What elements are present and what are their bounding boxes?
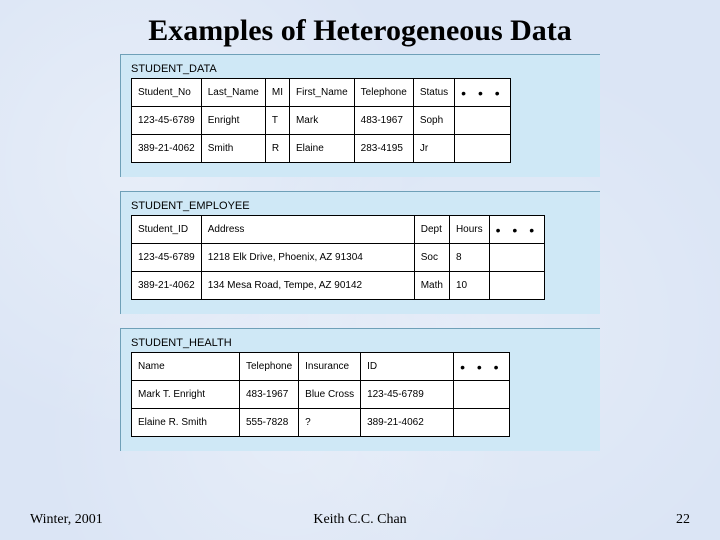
tables-container: STUDENT_DATA Student_No Last_Name MI Fir…	[120, 54, 600, 451]
student-employee-panel: STUDENT_EMPLOYEE Student_ID Address Dept…	[120, 191, 600, 314]
col-header: Name	[132, 353, 240, 381]
cell: Mark T. Enright	[132, 381, 240, 409]
student-health-panel: STUDENT_HEALTH Name Telephone Insurance …	[120, 328, 600, 451]
cell	[454, 409, 509, 437]
cell	[489, 272, 544, 300]
col-header: Telephone	[240, 353, 299, 381]
cell	[455, 107, 510, 135]
cell: 389-21-4062	[132, 272, 202, 300]
cell: 389-21-4062	[132, 135, 202, 163]
cell: 483-1967	[354, 107, 413, 135]
col-header: ID	[361, 353, 454, 381]
cell: 123-45-6789	[132, 244, 202, 272]
student-employee-label: STUDENT_EMPLOYEE	[131, 200, 590, 212]
col-header: Hours	[449, 216, 489, 244]
student-data-label: STUDENT_DATA	[131, 63, 590, 75]
cell: Elaine	[289, 135, 354, 163]
slide-title: Examples of Heterogeneous Data	[0, 0, 720, 54]
cell: Soc	[414, 244, 449, 272]
cell: 483-1967	[240, 381, 299, 409]
cell: 123-45-6789	[361, 381, 454, 409]
table-header-row: Name Telephone Insurance ID • • •	[132, 353, 510, 381]
cell: 10	[449, 272, 489, 300]
cell: 555-7828	[240, 409, 299, 437]
col-header: Telephone	[354, 79, 413, 107]
ellipsis-icon: • • •	[454, 353, 509, 381]
cell: Blue Cross	[299, 381, 361, 409]
cell: 134 Mesa Road, Tempe, AZ 90142	[201, 272, 414, 300]
col-header: Status	[413, 79, 454, 107]
cell: R	[265, 135, 289, 163]
table-header-row: Student_ID Address Dept Hours • • •	[132, 216, 545, 244]
cell: Mark	[289, 107, 354, 135]
cell	[455, 135, 510, 163]
table-row: 389-21-4062 134 Mesa Road, Tempe, AZ 901…	[132, 272, 545, 300]
student-data-table: Student_No Last_Name MI First_Name Telep…	[131, 78, 511, 163]
cell	[454, 381, 509, 409]
cell: 123-45-6789	[132, 107, 202, 135]
table-row: Mark T. Enright 483-1967 Blue Cross 123-…	[132, 381, 510, 409]
col-header: MI	[265, 79, 289, 107]
col-header: Last_Name	[201, 79, 265, 107]
table-row: Elaine R. Smith 555-7828 ? 389-21-4062	[132, 409, 510, 437]
table-row: 389-21-4062 Smith R Elaine 283-4195 Jr	[132, 135, 511, 163]
student-data-panel: STUDENT_DATA Student_No Last_Name MI Fir…	[120, 54, 600, 177]
col-header: Student_ID	[132, 216, 202, 244]
student-employee-table: Student_ID Address Dept Hours • • • 123-…	[131, 215, 545, 300]
col-header: Insurance	[299, 353, 361, 381]
cell: Soph	[413, 107, 454, 135]
table-row: 123-45-6789 Enright T Mark 483-1967 Soph	[132, 107, 511, 135]
cell: 8	[449, 244, 489, 272]
ellipsis-icon: • • •	[455, 79, 510, 107]
cell: Enright	[201, 107, 265, 135]
table-row: 123-45-6789 1218 Elk Drive, Phoenix, AZ …	[132, 244, 545, 272]
cell	[489, 244, 544, 272]
table-header-row: Student_No Last_Name MI First_Name Telep…	[132, 79, 511, 107]
ellipsis-icon: • • •	[489, 216, 544, 244]
cell: 389-21-4062	[361, 409, 454, 437]
col-header: First_Name	[289, 79, 354, 107]
cell: ?	[299, 409, 361, 437]
student-health-label: STUDENT_HEALTH	[131, 337, 590, 349]
cell: Jr	[413, 135, 454, 163]
cell: T	[265, 107, 289, 135]
footer-author: Keith C.C. Chan	[0, 512, 720, 528]
cell: Math	[414, 272, 449, 300]
cell: Elaine R. Smith	[132, 409, 240, 437]
cell: 1218 Elk Drive, Phoenix, AZ 91304	[201, 244, 414, 272]
col-header: Dept	[414, 216, 449, 244]
cell: 283-4195	[354, 135, 413, 163]
student-health-table: Name Telephone Insurance ID • • • Mark T…	[131, 352, 510, 437]
col-header: Address	[201, 216, 414, 244]
footer-page-number: 22	[676, 512, 690, 528]
cell: Smith	[201, 135, 265, 163]
col-header: Student_No	[132, 79, 202, 107]
